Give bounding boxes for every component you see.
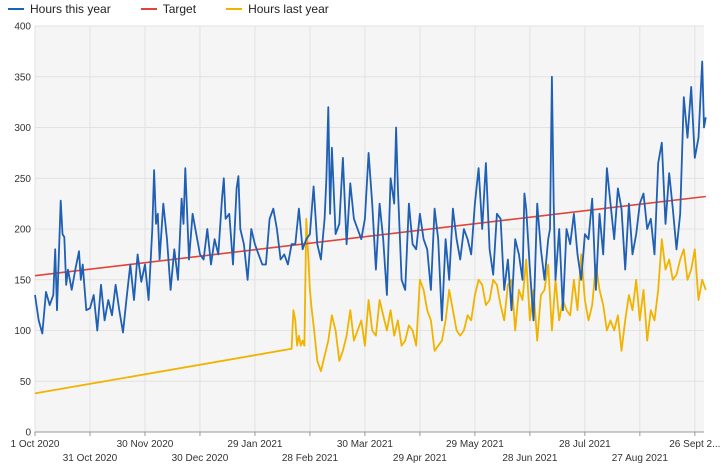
series-line-hours-this-year[interactable] [34, 60, 707, 335]
x-tick-label: 30 Mar 2021 [337, 439, 394, 450]
legend: Hours this year Target Hours last year [0, 0, 351, 18]
x-tick-label: 29 May 2021 [446, 439, 504, 450]
series-line-hours-last-year[interactable] [34, 217, 707, 395]
y-tick-label: 250 [14, 174, 31, 185]
legend-label-target: Target [162, 2, 197, 16]
legend-item-hours-this-year[interactable]: Hours this year [8, 2, 111, 16]
y-tick-label: 400 [14, 22, 31, 33]
y-tick-label: 0 [25, 428, 31, 439]
y-tick-label: 200 [14, 225, 31, 236]
x-tick-label: 30 Nov 2020 [117, 439, 174, 450]
legend-item-target[interactable]: Target [140, 2, 197, 16]
legend-label-hours-last-year: Hours last year [248, 2, 329, 16]
series-layer [34, 60, 707, 395]
y-tick-label: 300 [14, 123, 31, 134]
y-tick-label: 50 [20, 377, 32, 388]
y-tick-label: 350 [14, 72, 31, 83]
x-tick-label: 30 Dec 2020 [172, 453, 229, 464]
x-tick-label: 29 Apr 2021 [393, 453, 447, 464]
legend-swatch-hours-last-year [226, 8, 243, 10]
legend-item-hours-last-year[interactable]: Hours last year [226, 2, 329, 16]
y-tick-label: 100 [14, 326, 31, 337]
x-tick-label: 27 Aug 2021 [612, 453, 669, 464]
legend-label-hours-this-year: Hours this year [30, 2, 111, 16]
legend-swatch-target [140, 8, 157, 10]
y-axis: 0 50 100 150 200 250 300 350 400 [14, 22, 31, 439]
legend-swatch-hours-this-year [8, 8, 24, 10]
x-tick-label: 28 Feb 2021 [282, 453, 339, 464]
x-tick-label: 26 Sept 2... [669, 439, 720, 450]
x-tick-label: 28 Jul 2021 [559, 439, 611, 450]
x-tick-label: 31 Oct 2020 [63, 453, 118, 464]
x-tick-label: 29 Jan 2021 [227, 439, 282, 450]
x-tick-label: 28 Jun 2021 [502, 453, 557, 464]
grid [34, 25, 704, 433]
y-tick-label: 150 [14, 275, 31, 286]
x-tick-label: 1 Oct 2020 [11, 439, 60, 450]
series-line-target[interactable] [34, 195, 706, 277]
